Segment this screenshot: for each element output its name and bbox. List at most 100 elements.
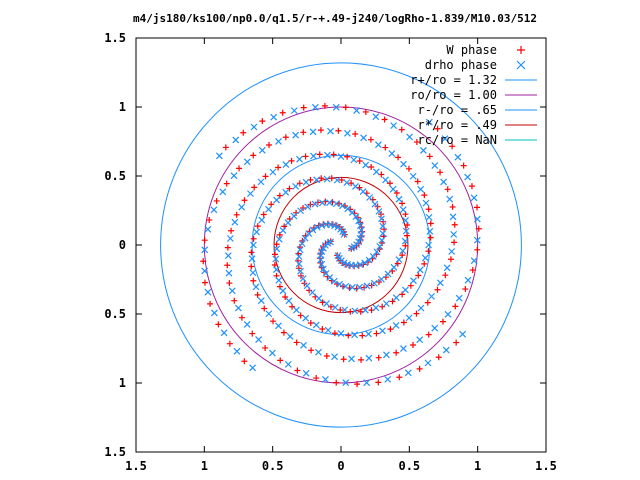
data-point <box>395 154 402 161</box>
data-point <box>440 178 448 186</box>
data-point <box>321 102 328 109</box>
data-point <box>340 259 348 267</box>
legend-label: ro/ro = 1.00 <box>410 88 497 102</box>
data-point <box>340 356 347 363</box>
data-point <box>330 151 337 158</box>
data-point <box>249 364 257 372</box>
data-point <box>425 213 433 221</box>
points-layer <box>200 102 482 388</box>
data-point <box>389 298 396 305</box>
data-point <box>431 324 439 332</box>
data-point <box>204 225 212 233</box>
data-point <box>204 288 212 296</box>
data-point <box>384 270 392 278</box>
data-point <box>265 310 273 318</box>
data-point <box>230 172 238 180</box>
data-point <box>201 267 209 275</box>
data-point <box>384 375 392 383</box>
data-point <box>298 240 306 248</box>
data-point <box>232 136 240 144</box>
data-point <box>248 263 255 270</box>
data-point <box>400 345 407 353</box>
data-point <box>279 287 287 295</box>
data-point <box>333 176 341 184</box>
data-point <box>343 179 351 187</box>
data-point <box>257 297 265 305</box>
data-point <box>359 188 367 195</box>
data-point <box>361 306 369 314</box>
data-point <box>370 279 378 287</box>
data-point <box>336 280 344 288</box>
data-point <box>315 295 323 302</box>
data-point <box>268 349 276 357</box>
data-point <box>425 118 433 126</box>
data-point <box>200 258 207 265</box>
data-point <box>302 178 310 186</box>
data-point <box>375 354 382 361</box>
y-tick-label: 0.5 <box>104 169 126 183</box>
data-point <box>450 230 458 238</box>
data-point <box>455 294 463 302</box>
data-point <box>254 291 261 298</box>
data-point <box>359 332 366 339</box>
data-point <box>444 186 451 193</box>
data-point <box>378 215 385 223</box>
data-point <box>292 131 300 139</box>
data-point <box>400 319 407 326</box>
data-point <box>213 197 220 204</box>
data-point <box>460 162 467 169</box>
data-point <box>441 135 449 143</box>
data-point <box>442 346 450 354</box>
data-point <box>305 230 313 238</box>
x-tick-label: 1 <box>201 459 208 473</box>
data-point <box>258 216 266 224</box>
data-point <box>290 212 298 220</box>
data-point <box>262 173 269 180</box>
chart-title: m4/js180/ks100/np0.0/q1.5/r-+.49-j240/lo… <box>133 12 537 25</box>
data-point <box>284 219 292 227</box>
data-point <box>326 274 334 281</box>
data-point <box>402 227 410 235</box>
data-point <box>289 303 296 310</box>
data-point <box>238 314 245 321</box>
data-point <box>282 188 290 196</box>
data-point <box>282 161 290 168</box>
data-point <box>394 260 401 267</box>
data-point <box>273 266 280 274</box>
data-point <box>348 180 355 187</box>
data-point <box>337 153 345 160</box>
data-point <box>296 246 304 254</box>
data-point <box>304 203 312 211</box>
legend-label: r*/ro = .49 <box>418 118 497 132</box>
x-tick-label: 1.5 <box>535 459 557 473</box>
data-point <box>307 320 314 327</box>
data-point <box>257 178 265 186</box>
data-point <box>422 199 430 207</box>
data-point <box>301 234 309 242</box>
data-point <box>344 153 351 160</box>
data-point <box>372 168 380 176</box>
data-point <box>215 152 223 160</box>
data-point <box>224 252 232 260</box>
data-point <box>280 329 287 336</box>
data-point <box>272 255 280 263</box>
data-point <box>386 180 393 187</box>
data-point <box>425 331 432 338</box>
data-point <box>356 283 364 291</box>
data-point <box>424 359 432 367</box>
data-point <box>223 180 230 187</box>
data-point <box>437 169 444 176</box>
data-point <box>400 160 407 168</box>
data-point <box>367 136 374 143</box>
data-point <box>464 276 472 284</box>
data-point <box>365 354 373 362</box>
data-point <box>451 239 458 246</box>
data-point <box>402 216 409 224</box>
data-point <box>382 300 390 308</box>
data-point <box>275 276 283 284</box>
data-point <box>324 151 331 159</box>
data-point <box>373 330 380 337</box>
data-point <box>427 220 434 227</box>
data-point <box>243 158 251 166</box>
